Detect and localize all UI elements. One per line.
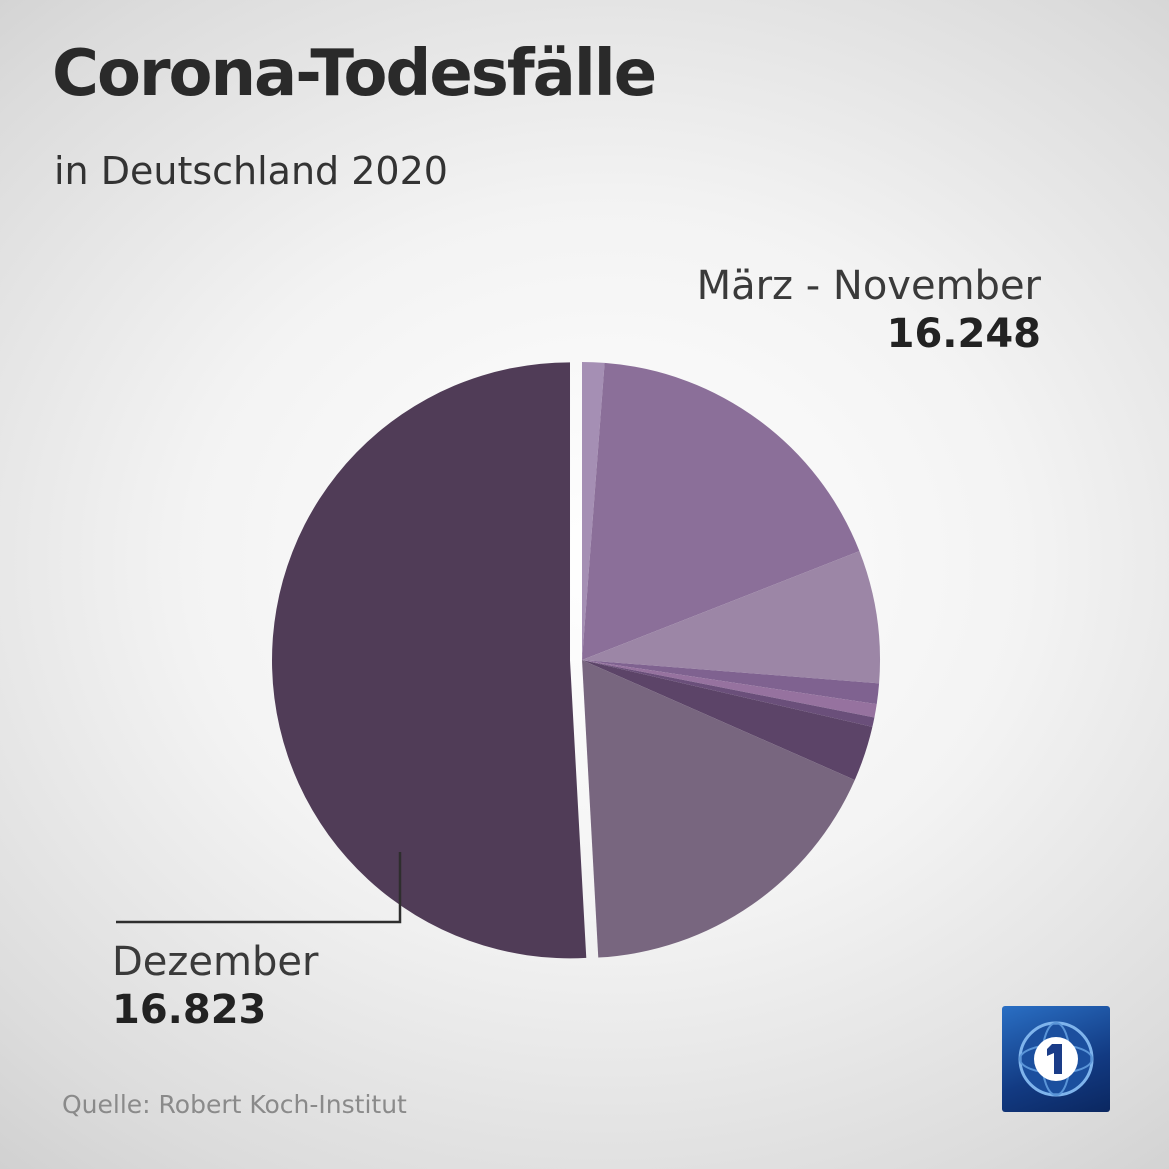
pie-slices <box>272 362 880 959</box>
maerz-november-label-name: März - November <box>696 263 1041 309</box>
maerz-november-label-value: 16.248 <box>886 311 1041 357</box>
maerz-november-label: März - November 16.248 <box>697 262 1041 358</box>
pie-slice-maerz-november-8 <box>582 660 855 958</box>
pie-slice-maerz-november-6 <box>582 660 875 727</box>
dezember-label-name: Dezember <box>112 939 319 985</box>
dezember-leader-line <box>116 852 402 924</box>
pie-slice-maerz-november-1 <box>582 362 605 660</box>
pie-slice-maerz-november-5 <box>582 660 877 718</box>
das-erste-logo-icon <box>1002 1006 1110 1112</box>
pie-slice-maerz-november-2 <box>582 362 860 660</box>
dezember-label: Dezember 16.823 <box>112 938 318 1034</box>
page-title: Corona-Todesfälle <box>52 37 657 111</box>
pie-slice-maerz-november-7 <box>582 660 873 780</box>
pie-slice-maerz-november-3 <box>582 551 880 684</box>
dezember-label-value: 16.823 <box>112 987 267 1033</box>
page-subtitle: in Deutschland 2020 <box>54 149 448 193</box>
pie-slice-dezember <box>272 362 587 959</box>
source-note: Quelle: Robert Koch-Institut <box>62 1090 407 1119</box>
pie-slice-maerz-november-4 <box>582 660 880 705</box>
